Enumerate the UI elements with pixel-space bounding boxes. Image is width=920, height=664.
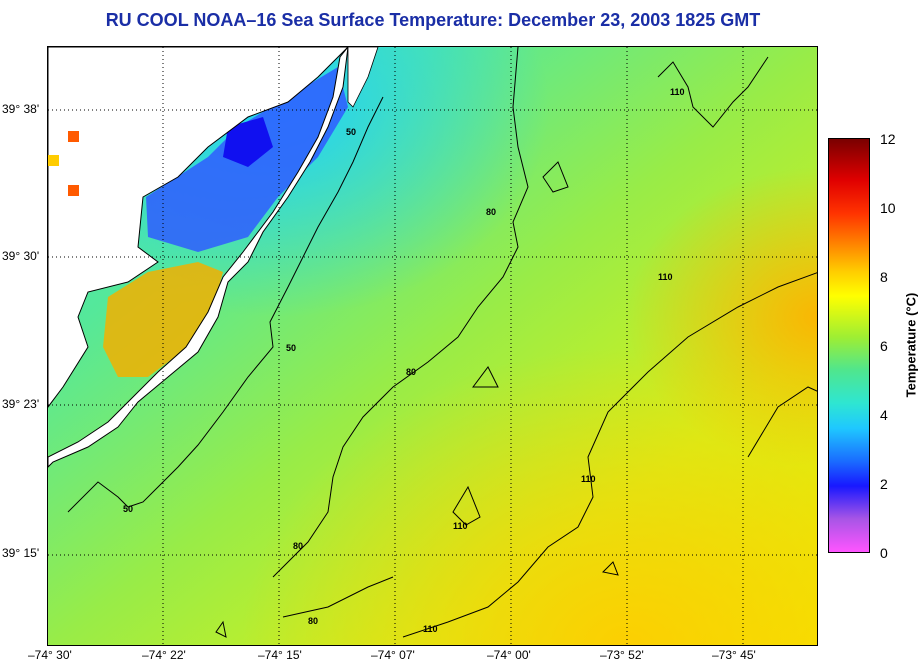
temperature-colorbar — [828, 138, 870, 553]
colorbar-tick: 0 — [880, 545, 888, 561]
contour-label: 110 — [581, 474, 596, 484]
colorbar-tick: 8 — [880, 269, 888, 285]
colorbar-tick: 4 — [880, 407, 888, 423]
lon-tick-label: –74° 00' — [487, 648, 531, 662]
hot-pixel — [68, 131, 79, 142]
lon-tick-label: –74° 15' — [258, 648, 302, 662]
contour-label: 110 — [670, 87, 685, 97]
contour-loop — [542, 161, 569, 193]
contour-line-80-south — [282, 576, 394, 618]
lon-tick-label: –74° 30' — [28, 648, 72, 662]
lon-tick-label: –73° 45' — [712, 648, 756, 662]
contour-loop — [472, 366, 499, 388]
lat-tick-label: 39° 38' — [2, 102, 40, 116]
land-mass — [48, 47, 349, 408]
barrier-island — [48, 47, 349, 468]
contour-line-110 — [402, 272, 817, 638]
contour-label: 50 — [346, 127, 356, 137]
colorbar-tick: 6 — [880, 338, 888, 354]
colorbar-label: Temperature (°C) — [903, 292, 919, 398]
contour-label: 50 — [123, 504, 133, 514]
contour-loop — [601, 561, 619, 576]
contour-label: 50 — [286, 343, 296, 353]
map-svg: 50 50 50 80 80 80 80 110 110 110 110 110 — [48, 47, 817, 645]
colorbar-tick: 10 — [880, 200, 896, 216]
contour-loop — [215, 620, 227, 638]
northern-land-strip — [347, 47, 379, 108]
lat-tick-label: 39° 30' — [2, 249, 40, 263]
colorbar-tick: 2 — [880, 476, 888, 492]
contour-label: 80 — [486, 207, 496, 217]
contour-label: 80 — [406, 367, 416, 377]
contour-label: 110 — [453, 521, 468, 531]
graticule — [48, 47, 817, 645]
deep-cold-patch — [223, 117, 273, 167]
contour-line-110-north — [657, 56, 769, 128]
colorbar-tick: 12 — [880, 131, 896, 147]
contour-label: 110 — [423, 624, 438, 634]
sst-map[interactable]: 50 50 50 80 80 80 80 110 110 110 110 110 — [47, 46, 818, 646]
contour-label: 110 — [658, 272, 673, 282]
lat-tick-label: 39° 15' — [2, 546, 40, 560]
lon-tick-label: –73° 52' — [600, 648, 644, 662]
page-title: RU COOL NOAA–16 Sea Surface Temperature:… — [105, 10, 761, 30]
contour-loop — [452, 485, 481, 526]
contour-line-50 — [67, 96, 384, 513]
contour-label: 80 — [293, 541, 303, 551]
hot-pixel — [68, 185, 79, 196]
contour-line-80 — [272, 47, 529, 578]
lon-tick-label: –74° 22' — [142, 648, 186, 662]
contour-label: 80 — [308, 616, 318, 626]
lon-tick-label: –74° 07' — [371, 648, 415, 662]
lat-tick-label: 39° 23' — [2, 397, 40, 411]
contour-line-110-east — [747, 386, 817, 458]
warm-pixel — [48, 155, 59, 166]
